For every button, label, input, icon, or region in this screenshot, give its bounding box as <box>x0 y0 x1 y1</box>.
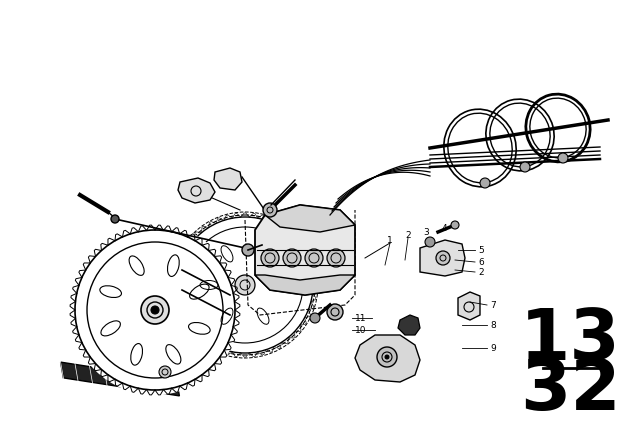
Polygon shape <box>255 275 355 295</box>
Circle shape <box>151 306 159 314</box>
Circle shape <box>235 275 255 295</box>
Circle shape <box>283 249 301 267</box>
Circle shape <box>70 225 240 395</box>
Circle shape <box>159 366 171 378</box>
Text: 9: 9 <box>490 344 496 353</box>
Circle shape <box>436 251 450 265</box>
Text: 7: 7 <box>490 301 496 310</box>
Circle shape <box>480 178 490 188</box>
Circle shape <box>111 215 119 223</box>
Polygon shape <box>458 292 480 320</box>
Circle shape <box>558 153 568 163</box>
Circle shape <box>310 313 320 323</box>
Circle shape <box>261 249 279 267</box>
Text: 13: 13 <box>520 306 620 375</box>
Circle shape <box>520 162 530 172</box>
Text: 2: 2 <box>478 267 484 276</box>
Text: 11: 11 <box>355 314 367 323</box>
Circle shape <box>305 249 323 267</box>
Circle shape <box>327 249 345 267</box>
Text: 32: 32 <box>520 356 620 425</box>
Circle shape <box>141 296 169 324</box>
Polygon shape <box>265 205 355 232</box>
Text: 3: 3 <box>423 228 429 237</box>
Text: 1: 1 <box>387 236 393 245</box>
Polygon shape <box>255 205 355 295</box>
Polygon shape <box>61 362 179 396</box>
Polygon shape <box>214 168 242 190</box>
Polygon shape <box>355 335 420 382</box>
Text: 6: 6 <box>478 258 484 267</box>
Circle shape <box>173 213 317 357</box>
Circle shape <box>425 237 435 247</box>
Polygon shape <box>420 240 465 276</box>
Circle shape <box>377 347 397 367</box>
Circle shape <box>263 203 277 217</box>
Text: 2: 2 <box>405 231 411 240</box>
Circle shape <box>385 355 389 359</box>
Circle shape <box>242 244 254 256</box>
Text: 10: 10 <box>355 326 367 335</box>
Circle shape <box>451 221 459 229</box>
Text: 4: 4 <box>441 224 447 233</box>
Circle shape <box>327 304 343 320</box>
Text: 5: 5 <box>478 246 484 254</box>
Polygon shape <box>178 178 215 203</box>
Polygon shape <box>398 315 420 335</box>
Text: 8: 8 <box>490 320 496 329</box>
